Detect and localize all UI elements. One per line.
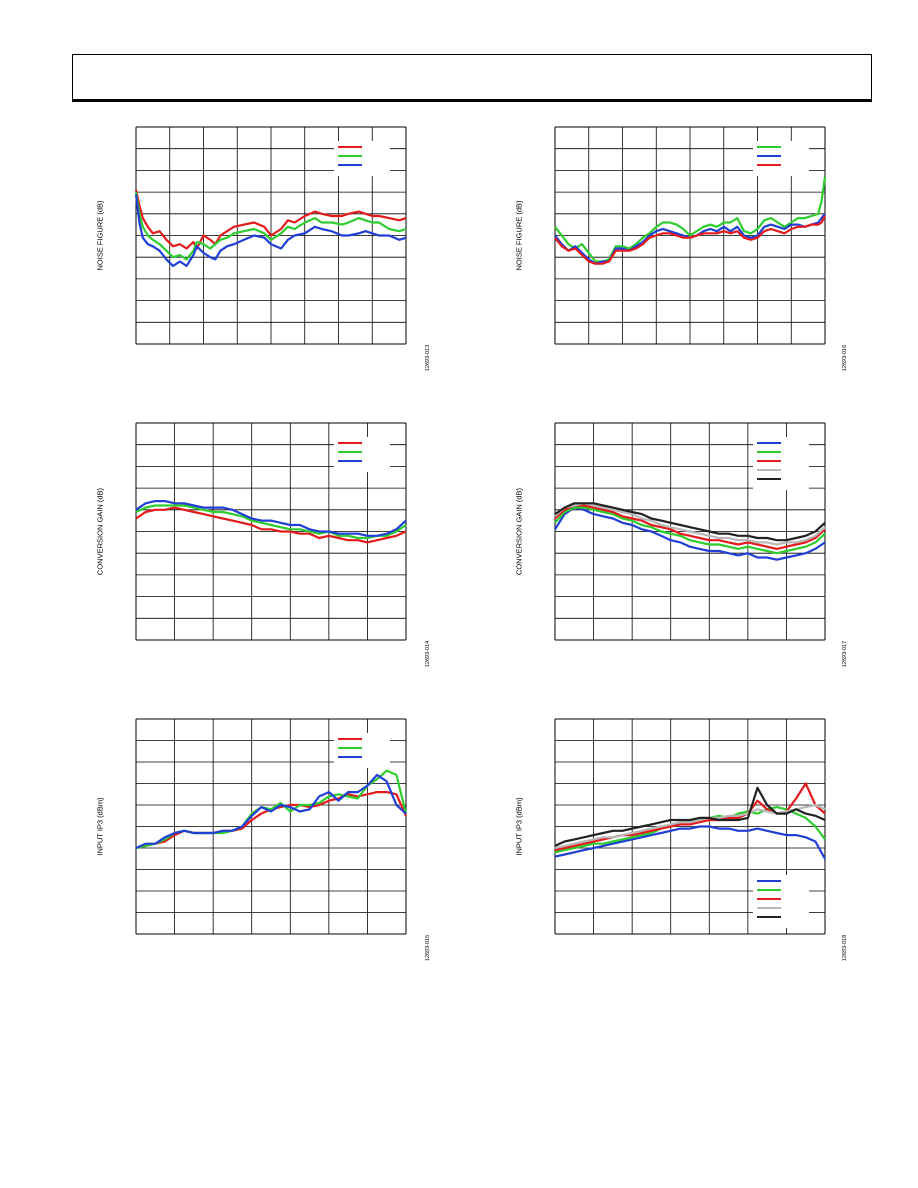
noise-figure-chart-right: NOISE FIGURE (dB) 12693-016 — [0, 0, 918, 390]
chart-svg — [134, 126, 407, 345]
y-axis-label: INPUT IP3 (dBm) — [514, 796, 524, 856]
series-line-1 — [135, 506, 407, 544]
page-header-box — [72, 54, 872, 102]
series-line-5 — [554, 786, 826, 847]
chart-svg — [135, 718, 408, 935]
series-line-4 — [554, 502, 826, 546]
series-line-5 — [554, 502, 826, 542]
series-line-3 — [135, 773, 407, 850]
noise-figure-chart-left: NOISE FIGURE (dB) 12693-013 — [0, 0, 450, 390]
input-ip3-chart-right: INPUT IP3 (dBm) 12693-018 — [514, 718, 848, 962]
input-ip3-chart-left: INPUT IP3 (dBm) 12693-015 — [0, 0, 450, 1000]
figure-id: 12693-018 — [842, 934, 848, 962]
legend-box — [753, 437, 809, 490]
series-line-3 — [554, 215, 826, 265]
legend-box — [753, 875, 809, 928]
series-line-2 — [134, 191, 407, 261]
chart-svg — [554, 718, 826, 935]
series-line-1 — [554, 825, 826, 860]
series-line-1 — [554, 506, 826, 561]
conversion-gain-chart-left: CONVERSION GAIN (dB) 12693-014 — [0, 0, 450, 700]
series-line-3 — [554, 504, 826, 550]
chart-svg — [135, 422, 407, 641]
series-line-3 — [135, 500, 407, 537]
chart-svg — [554, 422, 826, 641]
series-line-3 — [134, 194, 407, 267]
series-line-2 — [554, 506, 826, 555]
chart-svg — [554, 126, 827, 345]
series-line-1 — [134, 189, 407, 250]
series-line-2 — [135, 504, 407, 540]
chart-grid — [135, 126, 407, 345]
conversion-gain-chart-right: CONVERSION GAIN (dB) 12693-017 — [515, 422, 848, 667]
